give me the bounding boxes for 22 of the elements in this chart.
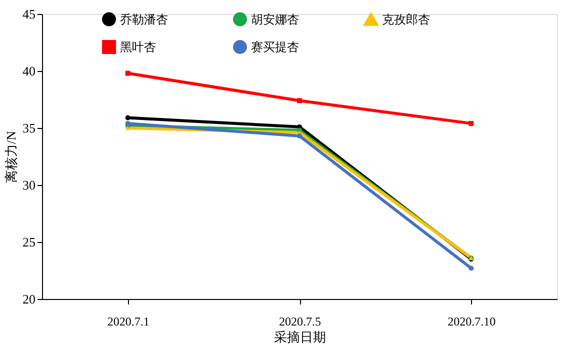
y-axis-title: 离核力/N [4,130,18,183]
legend-label: 克孜郎杏 [382,12,430,27]
point [125,115,130,120]
x-tick-label: 2020.7.5 [279,314,321,328]
y-tick-label: 45 [22,6,36,22]
point [125,120,130,126]
legend-label: 乔勒潘杏 [120,12,168,26]
x-axis-title: 采摘日期 [274,330,326,344]
x-tick-label: 2020.7.10 [448,314,496,328]
point [297,98,302,104]
y-tick-label: 35 [22,120,36,136]
legend-label: 黑叶杏 [120,40,156,54]
y-tick-label: 25 [22,234,36,250]
point [468,266,474,271]
y-tick-label: 40 [22,64,36,78]
point [125,70,130,76]
legend-label: 胡安娜杏 [251,12,299,26]
x-tick-label: 2020.7.1 [107,314,150,328]
legend-label: 赛买提杏 [251,40,299,54]
point [468,120,474,126]
y-tick-label: 20 [22,292,36,306]
y-tick-label: 30 [22,178,36,192]
